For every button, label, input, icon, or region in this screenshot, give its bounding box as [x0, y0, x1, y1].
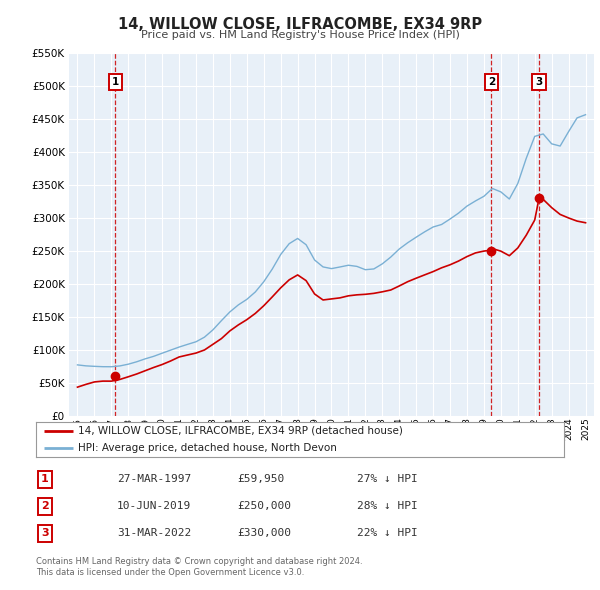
- Text: 10-JUN-2019: 10-JUN-2019: [117, 502, 191, 511]
- Text: 14, WILLOW CLOSE, ILFRACOMBE, EX34 9RP (detached house): 14, WILLOW CLOSE, ILFRACOMBE, EX34 9RP (…: [78, 426, 403, 435]
- Text: 22% ↓ HPI: 22% ↓ HPI: [357, 529, 418, 538]
- Text: 31-MAR-2022: 31-MAR-2022: [117, 529, 191, 538]
- Text: 3: 3: [535, 77, 542, 87]
- Text: 27-MAR-1997: 27-MAR-1997: [117, 474, 191, 484]
- Text: HPI: Average price, detached house, North Devon: HPI: Average price, detached house, Nort…: [78, 444, 337, 453]
- Text: 28% ↓ HPI: 28% ↓ HPI: [357, 502, 418, 511]
- Text: Contains HM Land Registry data © Crown copyright and database right 2024.: Contains HM Land Registry data © Crown c…: [36, 558, 362, 566]
- Text: 2: 2: [488, 77, 495, 87]
- Text: Price paid vs. HM Land Registry's House Price Index (HPI): Price paid vs. HM Land Registry's House …: [140, 30, 460, 40]
- Text: £250,000: £250,000: [237, 502, 291, 511]
- Text: 2: 2: [41, 502, 49, 511]
- Text: 1: 1: [41, 474, 49, 484]
- Text: 3: 3: [41, 529, 49, 538]
- Text: This data is licensed under the Open Government Licence v3.0.: This data is licensed under the Open Gov…: [36, 568, 304, 577]
- Text: 27% ↓ HPI: 27% ↓ HPI: [357, 474, 418, 484]
- Text: 1: 1: [112, 77, 119, 87]
- Text: £330,000: £330,000: [237, 529, 291, 538]
- Text: £59,950: £59,950: [237, 474, 284, 484]
- Text: 14, WILLOW CLOSE, ILFRACOMBE, EX34 9RP: 14, WILLOW CLOSE, ILFRACOMBE, EX34 9RP: [118, 17, 482, 31]
